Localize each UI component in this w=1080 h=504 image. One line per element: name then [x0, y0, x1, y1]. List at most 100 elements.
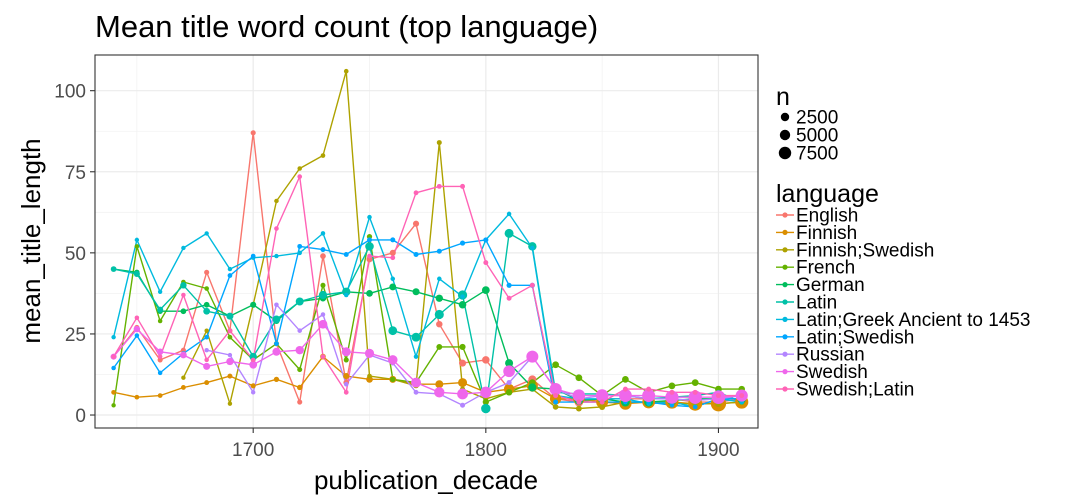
color-legend-label: Russian: [796, 345, 865, 366]
data-point-latin-swedish: [506, 282, 512, 288]
color-legend-label: Latin: [796, 293, 837, 314]
data-point-latin-swedish: [227, 273, 233, 278]
color-legend-key-point: [782, 299, 788, 305]
data-point-finnish-swedish: [599, 403, 606, 410]
data-point-latin: [365, 242, 374, 251]
series-line-french: [112, 235, 742, 406]
data-point-finnish: [343, 373, 350, 380]
data-point-latin: [434, 309, 444, 320]
data-point-swedish: [156, 348, 164, 356]
data-point-swedish-latin: [715, 393, 721, 399]
data-point-swedish-latin: [181, 292, 186, 298]
data-point-french: [227, 334, 233, 340]
size-legend-key: [779, 129, 791, 141]
data-point-latin-swedish: [367, 237, 372, 243]
data-point-swedish: [203, 362, 211, 370]
data-point-swedish: [133, 325, 141, 333]
data-point-finnish-swedish: [181, 375, 186, 380]
data-point-english: [436, 320, 443, 328]
data-point-swedish-latin: [343, 389, 349, 395]
data-point-english: [250, 130, 256, 136]
size-legend-label: 5000: [796, 126, 838, 147]
series-line-swedish-latin: [112, 175, 742, 403]
data-point-swedish-latin: [576, 399, 582, 405]
data-point-english: [297, 399, 303, 405]
data-point-swedish-latin: [274, 226, 279, 231]
data-point-latin-swedish: [390, 237, 396, 243]
y-tick-label: 75: [65, 163, 86, 184]
data-point-latin-greek-ancient-to-1453: [157, 289, 163, 294]
data-point-latin: [318, 290, 328, 300]
data-point-english: [412, 220, 420, 227]
x-tick-label: 1900: [697, 440, 739, 461]
data-point-russian: [204, 347, 209, 353]
series-line-latin-swedish: [113, 239, 742, 408]
data-point-finnish-swedish: [274, 198, 279, 204]
data-point-english: [180, 347, 186, 353]
data-point-finnish: [458, 378, 468, 388]
data-point-finnish: [157, 393, 163, 398]
data-point-swedish-latin: [646, 386, 652, 392]
data-point-swedish-latin: [599, 399, 605, 405]
data-point-swedish: [688, 390, 702, 404]
data-point-finnish: [180, 385, 186, 390]
color-legend-key-point: [782, 386, 788, 392]
data-point-english: [204, 269, 210, 275]
data-point-latin-greek-ancient-to-1453: [274, 253, 279, 259]
data-point-russian: [250, 390, 256, 395]
data-point-swedish: [387, 355, 398, 365]
data-point-swedish-latin: [204, 357, 209, 363]
color-legend-label: Swedish: [796, 362, 868, 383]
data-point-finnish: [134, 394, 140, 400]
data-point-swedish: [665, 390, 679, 404]
data-point-latin-swedish: [553, 399, 559, 405]
data-point-swedish-latin: [483, 260, 489, 266]
color-legend-key-point: [782, 247, 788, 253]
data-point-swedish: [249, 360, 258, 369]
data-point-swedish-latin: [622, 386, 628, 392]
data-point-swedish-latin: [111, 354, 116, 359]
data-point-swedish: [272, 347, 281, 356]
data-point-latin-greek-ancient-to-1453: [506, 211, 512, 217]
data-point-latin-swedish: [436, 248, 442, 254]
color-legend-key-point: [782, 316, 788, 322]
data-point-french: [482, 398, 489, 406]
color-legend-key-point: [782, 212, 788, 218]
data-point-swedish: [642, 389, 656, 403]
data-point-latin: [481, 403, 491, 414]
data-point-french: [111, 403, 116, 408]
data-point-finnish-swedish: [297, 166, 302, 171]
data-point-latin-greek-ancient-to-1453: [367, 214, 372, 220]
color-legend-key-point: [782, 282, 788, 288]
data-point-latin: [295, 297, 304, 306]
data-point-latin-greek-ancient-to-1453: [460, 294, 465, 299]
data-point-german: [528, 383, 537, 392]
data-point-russian: [413, 389, 419, 395]
plot-border: [94, 54, 759, 429]
data-point-latin: [388, 326, 398, 336]
data-point-latin-swedish: [692, 404, 698, 410]
data-point-french: [459, 343, 466, 350]
data-point-latin-swedish: [343, 252, 349, 257]
data-point-german: [180, 308, 187, 315]
data-point-french: [552, 361, 559, 369]
data-point-latin: [411, 332, 421, 342]
data-point-latin-greek-ancient-to-1453: [530, 245, 535, 251]
data-point-german: [366, 290, 373, 297]
color-legend-key-point: [782, 334, 788, 340]
data-point-finnish: [549, 393, 562, 405]
y-axis: 0 25 50 75 100: [54, 82, 95, 427]
data-point-swedish-latin: [297, 174, 303, 179]
data-point-german: [481, 286, 490, 295]
y-tick-label: 50: [65, 244, 86, 265]
y-tick-label: 0: [75, 406, 86, 427]
data-point-latin: [203, 307, 211, 315]
data-point-latin-swedish: [274, 341, 279, 347]
data-point-latin-greek-ancient-to-1453: [227, 266, 233, 272]
color-legend-label: English: [796, 206, 858, 227]
data-point-german: [203, 301, 210, 308]
x-axis: 1700 1800 1900: [232, 428, 740, 461]
color-legend-key-point: [782, 229, 788, 235]
data-point-latin-greek-ancient-to-1453: [111, 334, 116, 340]
